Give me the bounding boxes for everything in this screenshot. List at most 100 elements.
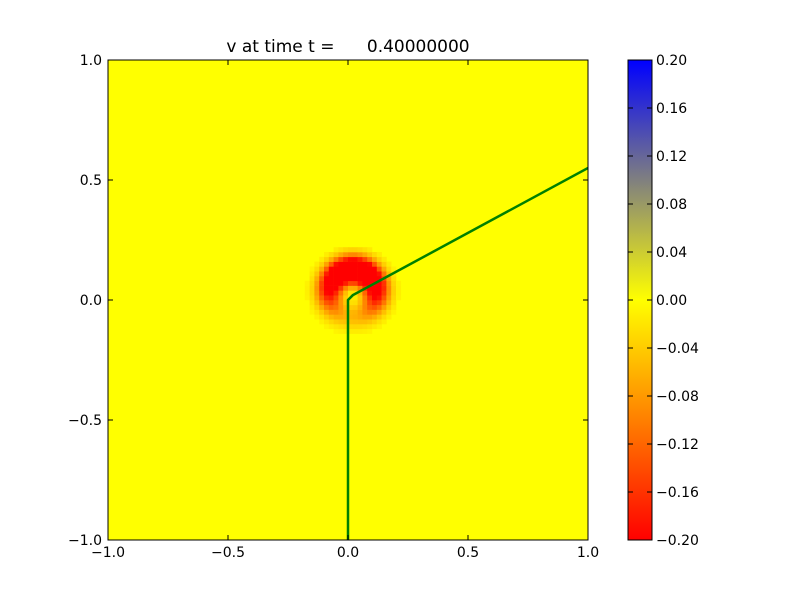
heatmap-cell [338,271,344,277]
heatmap-cell [333,319,339,325]
heatmap-cell [362,300,368,306]
heatmap-cell [367,319,373,325]
heatmap-cell [348,280,354,286]
heatmap-cell [362,271,368,277]
x-tick-label: 1.0 [577,545,599,561]
heatmap-cell [352,314,358,320]
heatmap-cell [348,247,354,253]
heatmap-cell [333,309,339,315]
heatmap-cell [304,290,310,296]
heatmap-cell [357,328,363,334]
heatmap-cell [357,309,363,315]
heatmap-cell [391,309,397,315]
heatmap-cell [314,309,320,315]
heatmap-cell [376,252,382,258]
heatmap-cell [386,261,392,267]
heatmap-cell [381,309,387,315]
heatmap-cell [319,290,325,296]
heatmap-cell [372,271,378,277]
heatmap-cell [338,285,344,291]
colorbar-tick-label: −0.04 [656,341,699,357]
heatmap-cell [352,285,358,291]
heatmap-cell [372,261,378,267]
heatmap-cell [343,295,349,301]
heatmap-cell [352,324,358,330]
heatmap-cell [362,309,368,315]
heatmap-cell [333,276,339,282]
heatmap-cell [348,256,354,262]
heatmap-cell [348,314,354,320]
heatmap-cell [362,290,368,296]
heatmap-cell [348,271,354,277]
heatmap-cell [343,280,349,286]
colorbar-tick-label: 0.04 [656,245,687,261]
heatmap-cell [338,247,344,253]
heatmap-cell [357,271,363,277]
heatmap-cell [338,304,344,310]
heatmap-cell [372,266,378,272]
heatmap-cell [309,271,315,277]
heatmap-cell [309,276,315,282]
heatmap-cell [338,295,344,301]
heatmap-cell [386,285,392,291]
heatmap-cell [348,261,354,267]
heatmap-cell [343,314,349,320]
colorbar-tick-label: 0.20 [656,53,687,69]
overlay-lines [346,166,588,540]
heatmap-cell [391,280,397,286]
heatmap-cell [314,295,320,301]
heatmap-cell [324,324,330,330]
heatmap-cell [391,300,397,306]
heatmap-cell [357,280,363,286]
heatmap-cell [367,247,373,253]
heatmap-cell [328,295,334,301]
heatmap-cell [372,252,378,258]
heatmap-cell [357,266,363,272]
heatmap-cell [352,252,358,258]
heatmap-cell [328,314,334,320]
heatmap-cell [304,295,310,301]
heatmap-cell [338,319,344,325]
heatmap-cell [333,324,339,330]
heatmap-cell [352,304,358,310]
heatmap-cell [343,261,349,267]
colorbar-tick-label: −0.08 [656,389,699,405]
heatmap-cell [348,285,354,291]
heatmap-cell [372,324,378,330]
heatmap-cell [357,285,363,291]
heatmap-cell [367,328,373,334]
heatmap-cell [381,266,387,272]
heatmap-cell [333,261,339,267]
heatmap-cell [343,276,349,282]
heatmap-cell [381,300,387,306]
heatmap-cell [381,256,387,262]
heatmap-cell [304,285,310,291]
heatmap-cell [333,304,339,310]
colorbar-tick-label: 0.00 [656,293,687,309]
heatmap-cell [391,290,397,296]
heatmap-cell [367,324,373,330]
heatmap-cell [324,252,330,258]
heatmap-cell [324,314,330,320]
heatmap-cell [362,295,368,301]
colorbar-tick-label: 0.12 [656,149,687,165]
heatmap-cell [352,295,358,301]
heatmap-cell [338,324,344,330]
heatmap-cell [386,290,392,296]
heatmap-cell [328,290,334,296]
heatmap-cell [376,276,382,282]
heatmap-cell [309,285,315,291]
heatmap-cell [348,276,354,282]
heatmap-cell [333,247,339,253]
heatmap-cell [348,324,354,330]
heatmap-cell [319,304,325,310]
heatmap-cell [328,324,334,330]
heatmap-cell [372,285,378,291]
heatmap-cell [381,280,387,286]
heatmap-cell [343,300,349,306]
heatmap-cell [333,285,339,291]
heatmap-cell [362,276,368,282]
heatmap-cell [319,256,325,262]
heatmap-cell [319,314,325,320]
heatmap-cell [348,319,354,325]
